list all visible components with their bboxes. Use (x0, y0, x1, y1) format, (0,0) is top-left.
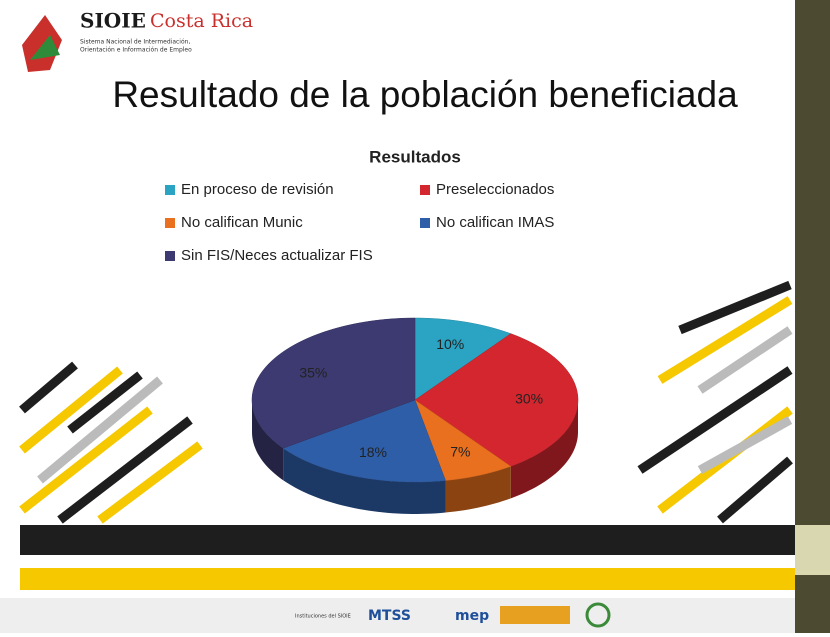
black-band (20, 525, 795, 555)
data-label: 30% (515, 391, 543, 407)
logo-title: SIOIE (80, 9, 146, 33)
legend-label: En proceso de revisión (181, 181, 334, 198)
data-label: 35% (299, 365, 327, 381)
footer-logo: mep (455, 608, 489, 624)
footer-logo-box (500, 606, 570, 624)
page: {"header": {"logo_title": "SIOIE", "logo… (0, 0, 830, 633)
logo-caption: Sistema Nacional de Intermediación, (80, 39, 190, 46)
legend-label: Sin FIS/Neces actualizar FIS (181, 247, 373, 264)
legend-swatch (165, 251, 175, 261)
data-label: 7% (450, 443, 470, 459)
legend-label: No califican IMAS (436, 214, 554, 231)
legend-label: Preseleccionados (436, 181, 554, 198)
slide: SIOIE Costa Rica Sistema Nacional de Int… (0, 0, 830, 633)
footer-logo: MTSS (368, 608, 411, 624)
legend-swatch (420, 185, 430, 195)
logo-region: Costa Rica (150, 10, 253, 32)
yellow-band (20, 568, 795, 590)
chart-title: Resultados (369, 147, 461, 166)
slide-title: Resultado de la población beneficiada (112, 74, 738, 115)
data-label: 10% (436, 336, 464, 352)
footer-caption: Instituciones del SIOIE (295, 614, 351, 620)
legend-swatch (420, 218, 430, 228)
logo-caption: Orientación e Información de Empleo (80, 47, 192, 54)
side-bar-light (795, 525, 830, 575)
data-label: 18% (359, 444, 387, 460)
legend-swatch (165, 185, 175, 195)
legend-swatch (165, 218, 175, 228)
legend-label: No califican Munic (181, 214, 303, 231)
